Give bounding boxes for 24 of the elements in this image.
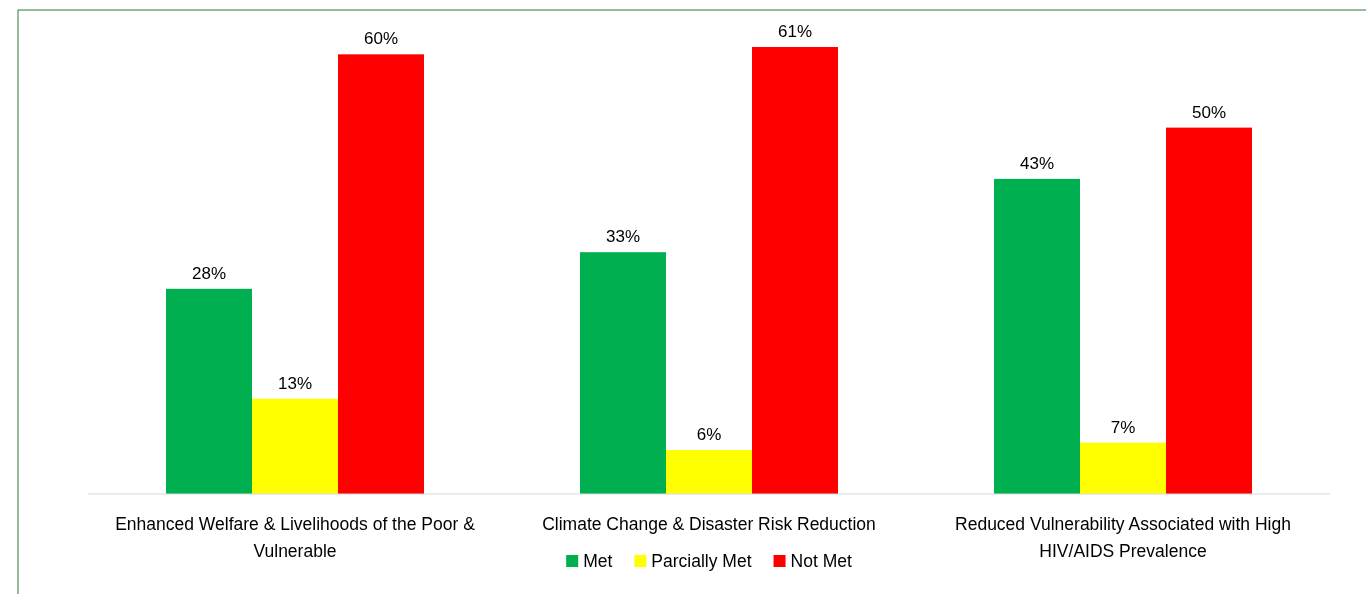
bar [666, 450, 752, 494]
data-label: 60% [363, 29, 399, 49]
bar [338, 54, 424, 494]
x-tick-label: Climate Change & Disaster Risk Reduction [542, 514, 876, 534]
data-label: 50% [1191, 102, 1227, 122]
bar [580, 252, 666, 494]
legend-label: Met [583, 551, 613, 571]
bar [1166, 127, 1252, 494]
data-label: 28% [191, 263, 227, 283]
legend-label: Not Met [790, 551, 852, 571]
bar [166, 288, 252, 494]
data-label: 43% [1019, 153, 1055, 173]
bar [994, 178, 1080, 494]
data-label: 6% [696, 425, 722, 445]
bar [752, 47, 838, 494]
legend-label: Parcially Met [651, 551, 752, 571]
data-label: 61% [777, 22, 813, 41]
data-label: 7% [1110, 417, 1136, 437]
data-label: 33% [605, 227, 641, 247]
x-tick-label: Enhanced Welfare & Livelihoods of the Poor & Vulnerable [115, 514, 476, 561]
bar [252, 398, 338, 494]
data-label: 13% [277, 373, 313, 393]
x-tick-label: Reduced Vulnerability Associated with High HIV/AIDS Prevalence [955, 514, 1291, 561]
bar [1080, 442, 1166, 494]
